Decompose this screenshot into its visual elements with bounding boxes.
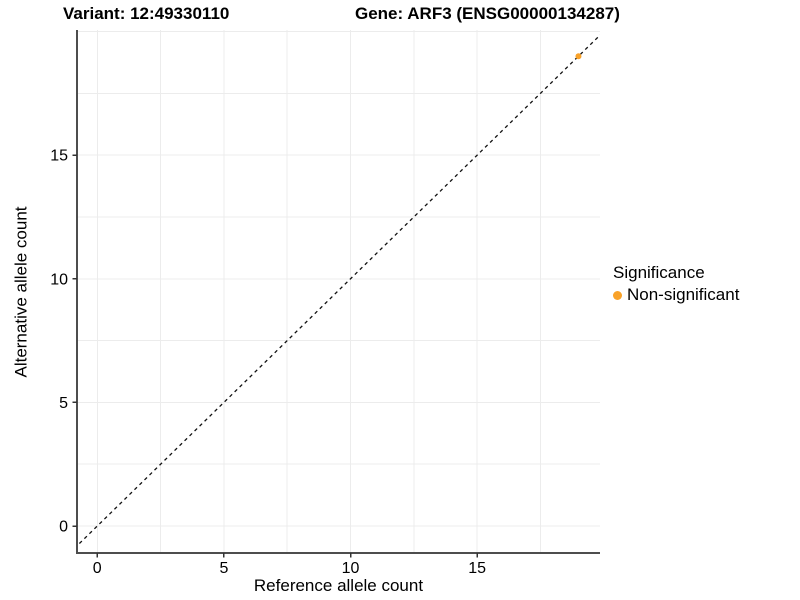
x-tick-label: 0 xyxy=(93,560,102,577)
y-tick-label: 0 xyxy=(59,519,68,536)
x-tick-label: 10 xyxy=(342,560,360,577)
legend-entry: Non-significant xyxy=(613,284,739,306)
legend-title: Significance xyxy=(613,263,705,282)
identity-dashed-line xyxy=(77,34,600,547)
y-tick-label: 10 xyxy=(50,271,68,288)
legend-point-swatch-icon xyxy=(613,290,622,300)
legend: Significance Non-significant xyxy=(613,262,739,306)
data-point xyxy=(575,53,582,60)
x-tick-label: 15 xyxy=(468,560,486,577)
plot-title-gene: Gene: ARF3 (ENSG00000134287) xyxy=(355,4,620,23)
x-tick-label: 5 xyxy=(219,560,228,577)
legend-entry-label: Non-significant xyxy=(627,285,740,304)
y-tick-label: 5 xyxy=(59,395,68,412)
x-axis-title: Reference allele count xyxy=(253,576,424,595)
y-tick-label: 15 xyxy=(50,148,68,165)
plot-title-variant: Variant: 12:49330110 xyxy=(63,4,230,23)
